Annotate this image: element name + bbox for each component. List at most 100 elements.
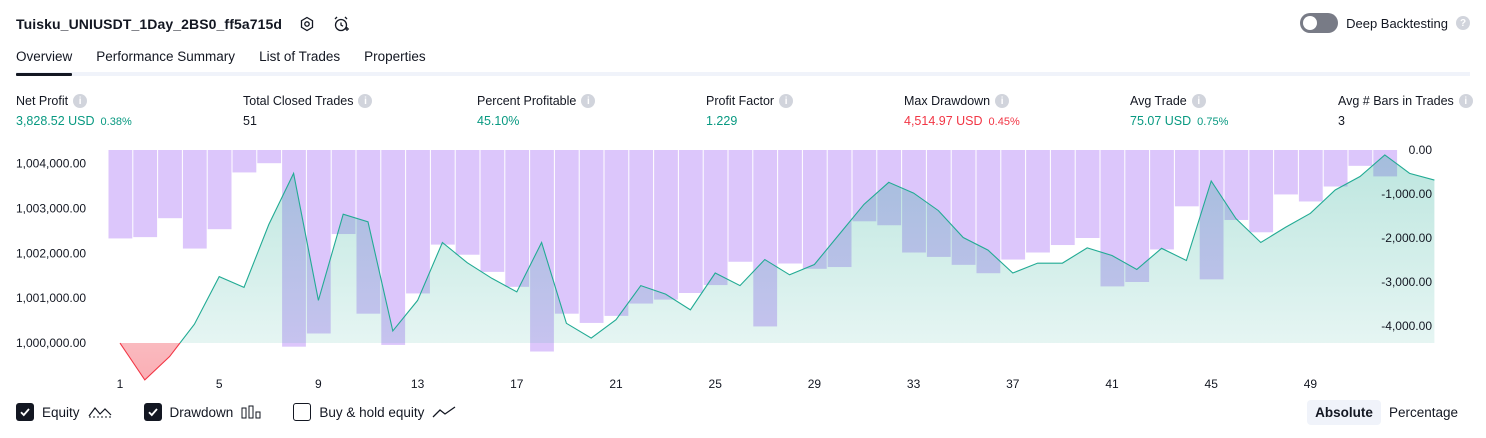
tab-properties[interactable]: Properties	[364, 49, 426, 64]
settings-icon[interactable]	[298, 15, 316, 33]
legend-drawdown[interactable]: Drawdown	[143, 403, 262, 421]
metric-percent: 0.45%	[988, 116, 1020, 128]
view-mode-switch: Absolute Percentage	[1307, 400, 1466, 425]
metric-max-drawdown: Max Drawdown i 4,514.97 USD 0.45%	[904, 93, 1020, 128]
drawdown-bar	[1174, 150, 1199, 207]
legend-label: Equity	[42, 404, 80, 420]
metric-value: 3	[1338, 114, 1345, 128]
metric-percent: 0.38%	[100, 116, 132, 128]
drawdown-tick-label: -4,000.00	[1381, 319, 1432, 333]
tab-performance-summary[interactable]: Performance Summary	[96, 49, 236, 64]
drawdown-bar	[579, 150, 604, 323]
legend-label: Buy & hold equity	[319, 404, 425, 420]
drawdown-bar	[1323, 150, 1348, 187]
drawdown-bar	[257, 150, 282, 164]
metric-label: Avg # Bars in Trades	[1338, 94, 1454, 108]
metric-label: Profit Factor	[706, 94, 775, 108]
drawdown-bar	[1125, 150, 1150, 282]
equity-area-positive	[120, 154, 1435, 344]
trade-number-label: 1	[117, 377, 124, 390]
metric-value: 4,514.97 USD	[904, 114, 983, 128]
trade-number-label: 13	[411, 377, 425, 390]
trade-number-label: 49	[1304, 377, 1318, 390]
drawdown-bar	[455, 150, 480, 255]
equity-tick-label: 1,004,000.00	[16, 156, 86, 170]
legend-buy-hold-equity[interactable]: Buy & hold equity	[293, 403, 456, 421]
drawdown-bar	[678, 150, 703, 293]
absolute-button[interactable]: Absolute	[1307, 400, 1381, 425]
drawdown-tick-label: -2,000.00	[1381, 231, 1432, 245]
trade-number-label: 41	[1105, 377, 1119, 390]
drawdown-bar	[232, 150, 257, 173]
info-icon[interactable]: i	[1458, 94, 1473, 108]
strategy-title: Tuisku_UNIUSDT_1Day_2BS0_ff5a715d	[16, 16, 283, 32]
drawdown-bar	[430, 150, 455, 245]
drawdown-bar	[654, 150, 678, 300]
metric-value: 45.10%	[477, 114, 520, 128]
trade-number-label: 33	[907, 377, 921, 390]
drawdown-bar	[1298, 150, 1323, 202]
trade-number-label: 37	[1006, 377, 1020, 390]
checkbox-checked-icon[interactable]	[143, 403, 162, 421]
drawdown-bar	[976, 150, 1001, 274]
drawdown-bar	[1224, 150, 1249, 220]
drawdown-bar	[604, 150, 629, 316]
drawdown-bar	[158, 150, 182, 219]
drawdown-bar	[728, 150, 753, 262]
info-icon[interactable]: i	[358, 94, 373, 108]
checkbox-unchecked-icon[interactable]	[293, 403, 312, 421]
drawdown-bar	[629, 150, 654, 304]
drawdown-bar	[1348, 150, 1373, 166]
metric-label: Net Profit	[16, 94, 69, 108]
metric-avg-trade: Avg Trade i 75.07 USD 0.75%	[1130, 93, 1228, 128]
drawdown-tick-label: -3,000.00	[1381, 275, 1432, 289]
legend-equity[interactable]: Equity	[16, 403, 112, 421]
info-icon[interactable]: i	[581, 94, 596, 108]
help-icon[interactable]: ?	[1456, 16, 1470, 30]
trade-number-label: 9	[315, 377, 322, 390]
drawdown-bar	[480, 150, 505, 272]
tab-list-of-trades[interactable]: List of Trades	[259, 49, 341, 64]
equity-tick-label: 1,000,000.00	[16, 336, 86, 350]
trade-number-label: 21	[609, 377, 623, 390]
report-tabs: Overview Performance Summary List of Tra…	[16, 46, 1470, 76]
metric-net-profit: Net Profit i 3,828.52 USD 0.38%	[16, 93, 132, 128]
tab-overview[interactable]: Overview	[16, 46, 73, 76]
drawdown-bar	[331, 150, 356, 235]
info-icon[interactable]: i	[779, 94, 794, 108]
drawdown-bar	[802, 150, 827, 269]
info-icon[interactable]: i	[73, 94, 88, 108]
trade-number-label: 25	[709, 377, 723, 390]
drawdown-bar	[133, 150, 158, 238]
metric-value: 3,828.52 USD	[16, 114, 95, 128]
drawdown-bar	[1075, 150, 1100, 238]
deep-backtesting-toggle[interactable]	[1300, 13, 1339, 33]
metric-value: 1.229	[706, 114, 738, 128]
equity-area-negative	[120, 343, 180, 380]
deep-backtesting-label: Deep Backtesting	[1346, 15, 1448, 31]
metric-percent: 0.75%	[1197, 116, 1229, 128]
equity-line	[119, 154, 1435, 344]
metric-value: 51	[243, 114, 257, 128]
equity-tick-label: 1,001,000.00	[16, 291, 86, 305]
metric-avg-bars-in-trades: Avg # Bars in Trades i 3	[1338, 93, 1473, 128]
legend-label: Drawdown	[169, 404, 234, 420]
metric-label: Max Drawdown	[904, 94, 991, 108]
buy-hold-line-icon	[432, 405, 456, 419]
info-icon[interactable]: i	[1191, 94, 1206, 108]
add-alert-icon[interactable]	[332, 15, 350, 33]
drawdown-bar	[1026, 150, 1050, 253]
drawdown-bar	[1001, 150, 1026, 260]
drawdown-bar	[505, 150, 530, 287]
checkbox-checked-icon[interactable]	[16, 403, 34, 421]
equity-tick-label: 1,003,000.00	[16, 201, 86, 215]
metric-total-closed-trades: Total Closed Trades i 51	[243, 93, 373, 128]
equity-drawdown-chart[interactable]: 1,004,000.00 1,003,000.00 1,002,000.00 1,00…	[0, 140, 1486, 390]
info-icon[interactable]: i	[995, 94, 1010, 108]
metric-profit-factor: Profit Factor i 1.229	[706, 93, 794, 128]
drawdown-bar	[381, 150, 406, 345]
trade-number-label: 17	[510, 377, 524, 390]
drawdown-bar	[778, 150, 802, 264]
drawdown-bar	[1050, 150, 1075, 246]
percentage-button[interactable]: Percentage	[1388, 405, 1458, 420]
